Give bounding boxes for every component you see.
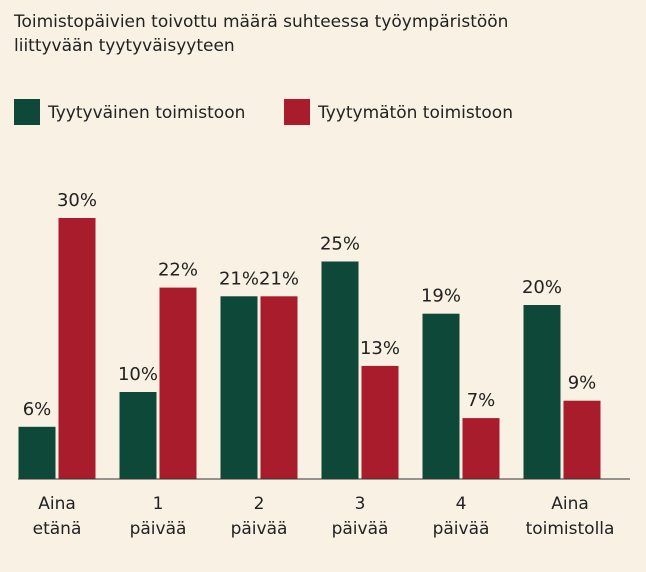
bar [260,296,298,479]
legend-swatch [14,99,40,125]
value-label: 19% [421,286,461,307]
bar [523,305,561,479]
x-tick-label: 3 päivää [331,494,389,539]
bar [462,418,500,479]
x-tick-label: 4 päivää [432,494,490,539]
bar [18,426,56,479]
value-label: 9% [568,373,597,394]
chart-title: liittyvään tyytyväisyyteen [14,36,235,56]
value-label: 30% [57,190,97,211]
value-label: 22% [158,260,198,281]
value-label: 10% [118,364,158,385]
chart-title: Toimistopäivien toivottu määrä suhteessa… [13,12,508,32]
x-tick-label: Aina etänä [32,494,82,539]
value-label: 25% [320,234,360,255]
bar [563,400,601,479]
x-tick-label: 2 päivää [230,494,288,539]
bar [220,296,258,479]
value-label: 21% [219,268,259,289]
x-tick-label: 1 päivää [129,494,187,539]
legend-label: Tyytymätön toimistoon [317,103,513,123]
legend-swatch [284,99,310,125]
x-tick-label: Aina toimistolla [525,494,615,539]
bar [119,392,157,479]
bar [422,313,460,479]
legend-label: Tyytyväinen toimistoon [47,103,245,123]
value-label: 20% [522,277,562,298]
bar [159,287,197,479]
value-label: 6% [23,399,52,420]
bar [58,218,96,479]
value-label: 21% [259,268,299,289]
bar [321,261,359,479]
bar [361,365,399,479]
value-label: 7% [467,390,496,411]
value-label: 13% [360,338,400,359]
